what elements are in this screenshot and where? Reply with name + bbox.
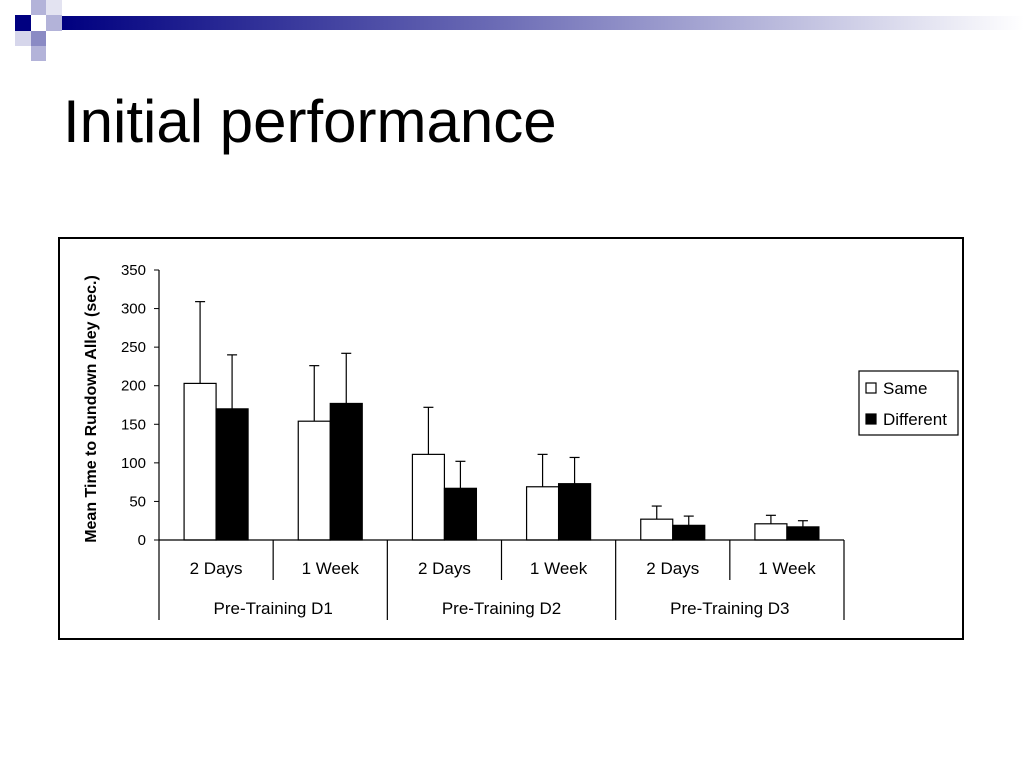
header-square: [31, 31, 46, 46]
bar-same: [183, 382, 217, 541]
y-tick-label: 350: [121, 262, 146, 279]
header-square: [31, 0, 46, 15]
bar-same: [754, 523, 788, 541]
header-square: [46, 15, 62, 31]
y-tick-label: 0: [138, 532, 146, 549]
y-tick-label: 300: [121, 301, 146, 318]
x-group-label: Pre-Training D3: [670, 599, 789, 618]
x-category-label: 2 Days: [646, 559, 699, 578]
bar-same: [411, 453, 446, 541]
header-square: [15, 15, 31, 31]
y-tick-label: 200: [121, 378, 146, 395]
bar-same: [297, 420, 331, 541]
x-group-label: Pre-Training D2: [442, 599, 561, 618]
x-category-label: 2 Days: [190, 559, 243, 578]
bar-same: [640, 518, 674, 541]
slide-title: Initial performance: [63, 88, 557, 155]
bar-same: [525, 486, 560, 541]
header-square: [46, 0, 62, 15]
bar-different: [443, 487, 478, 541]
x-category-label: 1 Week: [302, 559, 360, 578]
y-tick-label: 100: [121, 455, 146, 472]
legend-swatch-same: [865, 382, 877, 394]
legend-label: Different: [883, 410, 947, 429]
x-category-label: 1 Week: [530, 559, 588, 578]
bar-different: [215, 408, 249, 541]
bar-chart: 0 50 100 150 200 250 300 350 Mean Time to Rundow…: [58, 237, 964, 640]
header-square: [0, 46, 15, 61]
header-square: [15, 31, 31, 46]
y-tick-label: 50: [129, 493, 146, 510]
bar-different: [786, 526, 820, 541]
bar-different: [557, 483, 592, 541]
legend-label: Same: [883, 379, 927, 398]
x-category-label: 2 Days: [418, 559, 471, 578]
bar-different: [329, 402, 363, 541]
y-tick-label: 250: [121, 339, 146, 356]
header-gradient-strip: [62, 16, 1024, 30]
legend-swatch-different: [865, 413, 877, 425]
header-square: [31, 46, 46, 61]
x-group-label: Pre-Training D1: [213, 599, 332, 618]
slide-header-decoration: [0, 0, 1024, 61]
y-tick-label: 150: [121, 416, 146, 433]
x-category-label: 1 Week: [758, 559, 816, 578]
chart-container: 0 50 100 150 200 250 300 350 Mean Time to Rundow…: [58, 237, 964, 640]
bar-different: [672, 524, 706, 541]
y-axis-title: Mean Time to Rundown Alley (sec.): [83, 275, 100, 543]
